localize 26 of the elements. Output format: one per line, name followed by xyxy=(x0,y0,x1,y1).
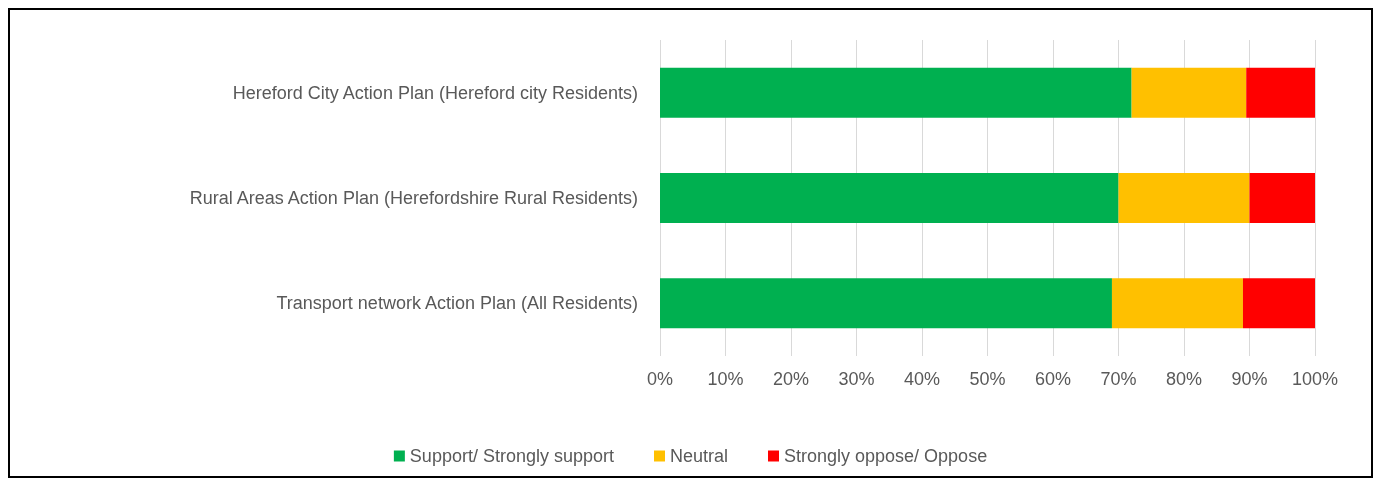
y-tick-label: Hereford City Action Plan (Hereford city Residents) xyxy=(232,82,638,103)
legend-label: Neutral xyxy=(669,446,729,466)
x-tick-label: 20% xyxy=(772,369,810,389)
bar xyxy=(660,173,1119,223)
x-tick-label: 100% xyxy=(1291,369,1339,389)
x-tick-label: 0% xyxy=(646,369,674,389)
x-tick-label: 50% xyxy=(969,369,1006,389)
bar xyxy=(1246,67,1315,118)
bar xyxy=(1111,278,1243,329)
y-tick-label: Rural Areas Action Plan (Herefordshire Rural Residents) xyxy=(189,188,638,208)
x-tick-label: 40% xyxy=(903,369,941,389)
bar xyxy=(660,67,1132,118)
x-tick-label: 80% xyxy=(1165,369,1203,389)
x-tick-label: 90% xyxy=(1231,369,1268,389)
bar xyxy=(1118,173,1250,223)
bar xyxy=(1242,278,1315,329)
x-tick-label: 30% xyxy=(838,369,875,389)
x-tick-label: 10% xyxy=(707,369,744,389)
legend-label: Support/ Strongly support xyxy=(409,446,614,466)
y-tick-label: Transport network Action Plan (All Residents) xyxy=(276,293,638,314)
x-tick-label: 70% xyxy=(1100,369,1137,389)
bar xyxy=(1131,67,1247,118)
bar xyxy=(660,278,1112,329)
legend-label: Strongly oppose/ Oppose xyxy=(784,446,988,466)
x-tick-label: 60% xyxy=(1034,369,1072,389)
bar xyxy=(1249,173,1315,223)
